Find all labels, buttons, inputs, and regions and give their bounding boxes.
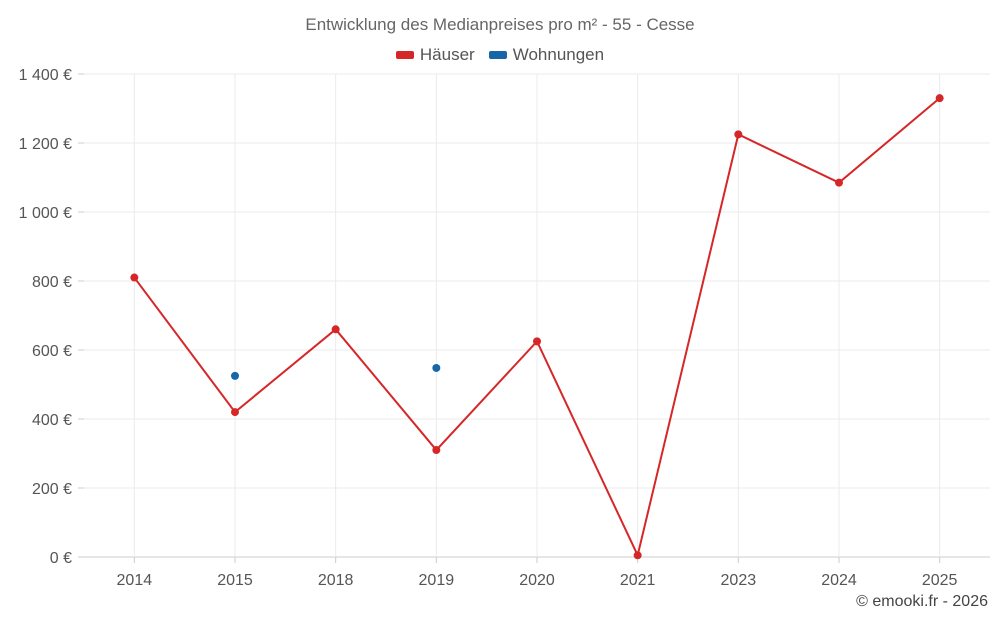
legend-item-haeuser[interactable]: Häuser [395, 45, 475, 65]
y-tick-label: 400 € [32, 412, 72, 429]
y-tick-label: 800 € [32, 274, 72, 291]
data-point-haeuser [935, 94, 944, 103]
x-tick-label: 2019 [419, 572, 455, 589]
y-tick-label: 1 200 € [19, 136, 72, 153]
x-tick-label: 2023 [721, 572, 757, 589]
legend-swatch-wohnungen [488, 51, 507, 59]
legend-swatch-haeuser [395, 51, 414, 59]
data-point-haeuser [734, 130, 743, 139]
data-point-haeuser [533, 337, 541, 346]
legend-item-wohnungen[interactable]: Wohnungen [488, 45, 605, 65]
y-tick-label: 1 000 € [19, 205, 72, 222]
legend-label-wohnungen: Wohnungen [512, 45, 605, 64]
data-point-haeuser [231, 408, 239, 417]
x-tick-label: 2025 [922, 572, 958, 589]
legend-label-haeuser: Häuser [419, 45, 475, 64]
x-tick-label: 2020 [519, 572, 555, 589]
data-point-haeuser [633, 551, 642, 560]
x-tick-label: 2024 [821, 572, 857, 589]
data-point-haeuser [835, 178, 843, 187]
y-tick-label: 600 € [32, 343, 72, 360]
chart-title: Entwicklung des Medianpreises pro m² - 5… [305, 15, 695, 34]
copyright-footer: © emooki.fr - 2026 [856, 593, 988, 610]
x-tick-label: 2014 [117, 572, 153, 589]
data-point-wohnungen [231, 371, 239, 380]
data-point-haeuser [130, 273, 139, 282]
x-tick-label: 2015 [217, 572, 253, 589]
y-tick-label: 1 400 € [19, 67, 72, 84]
legend: Häuser Wohnungen [0, 45, 1000, 65]
data-point-haeuser [432, 446, 441, 455]
y-tick-label: 0 € [50, 550, 72, 567]
x-tick-label: 2021 [620, 572, 656, 589]
data-point-haeuser [331, 325, 340, 334]
x-tick-label: 2018 [318, 572, 354, 589]
y-tick-label: 200 € [32, 481, 72, 498]
data-point-wohnungen [432, 363, 441, 372]
